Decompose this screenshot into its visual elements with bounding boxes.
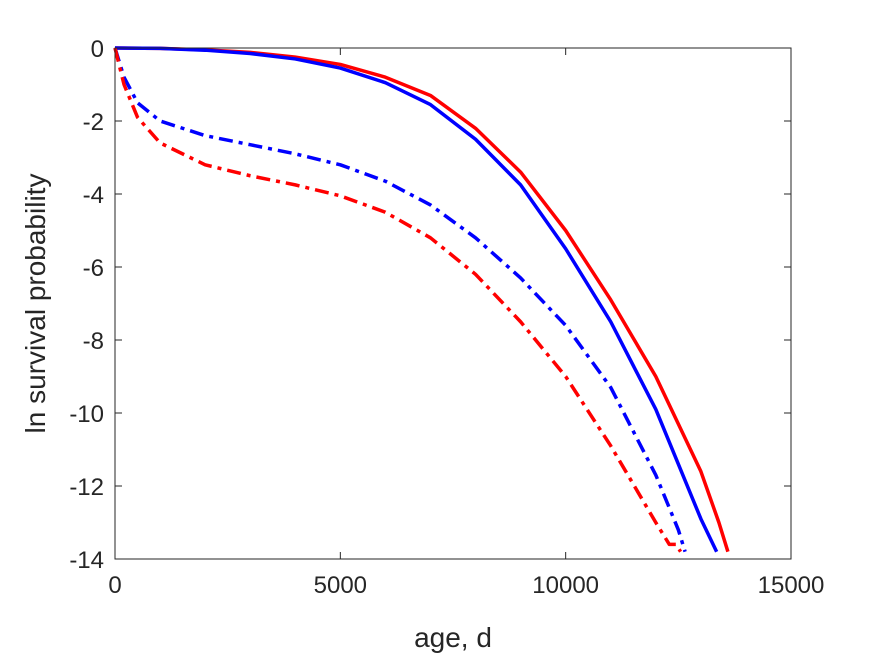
y-tick-label: -6: [83, 255, 104, 282]
x-tick-label: 10000: [532, 572, 599, 599]
y-tick-label: -4: [83, 182, 104, 209]
y-tick-label: 0: [91, 36, 104, 63]
series-line-4: [113, 47, 683, 553]
plot-area-background: [115, 48, 791, 559]
series-layer: [113, 46, 730, 553]
x-tick-label: 15000: [758, 572, 825, 599]
y-tick-label: -8: [83, 328, 104, 355]
y-tick-label: -2: [83, 109, 104, 136]
y-tick-label: -14: [69, 547, 104, 574]
axes-layer: 0 5000 10000 15000 0 -2 -4 -6 -8 -10 -12 -14: [69, 36, 824, 599]
x-tick-label: 0: [108, 572, 121, 599]
axes-box: [114, 47, 792, 560]
y-axis-label: ln survival probability: [20, 174, 51, 434]
x-axis-label: age, d: [414, 622, 492, 653]
y-tick-label: -10: [69, 401, 104, 428]
series-line-2: [114, 46, 719, 553]
y-tick-label: -12: [69, 474, 104, 501]
series-line-3: [113, 47, 687, 553]
x-tick-label: 5000: [314, 572, 367, 599]
